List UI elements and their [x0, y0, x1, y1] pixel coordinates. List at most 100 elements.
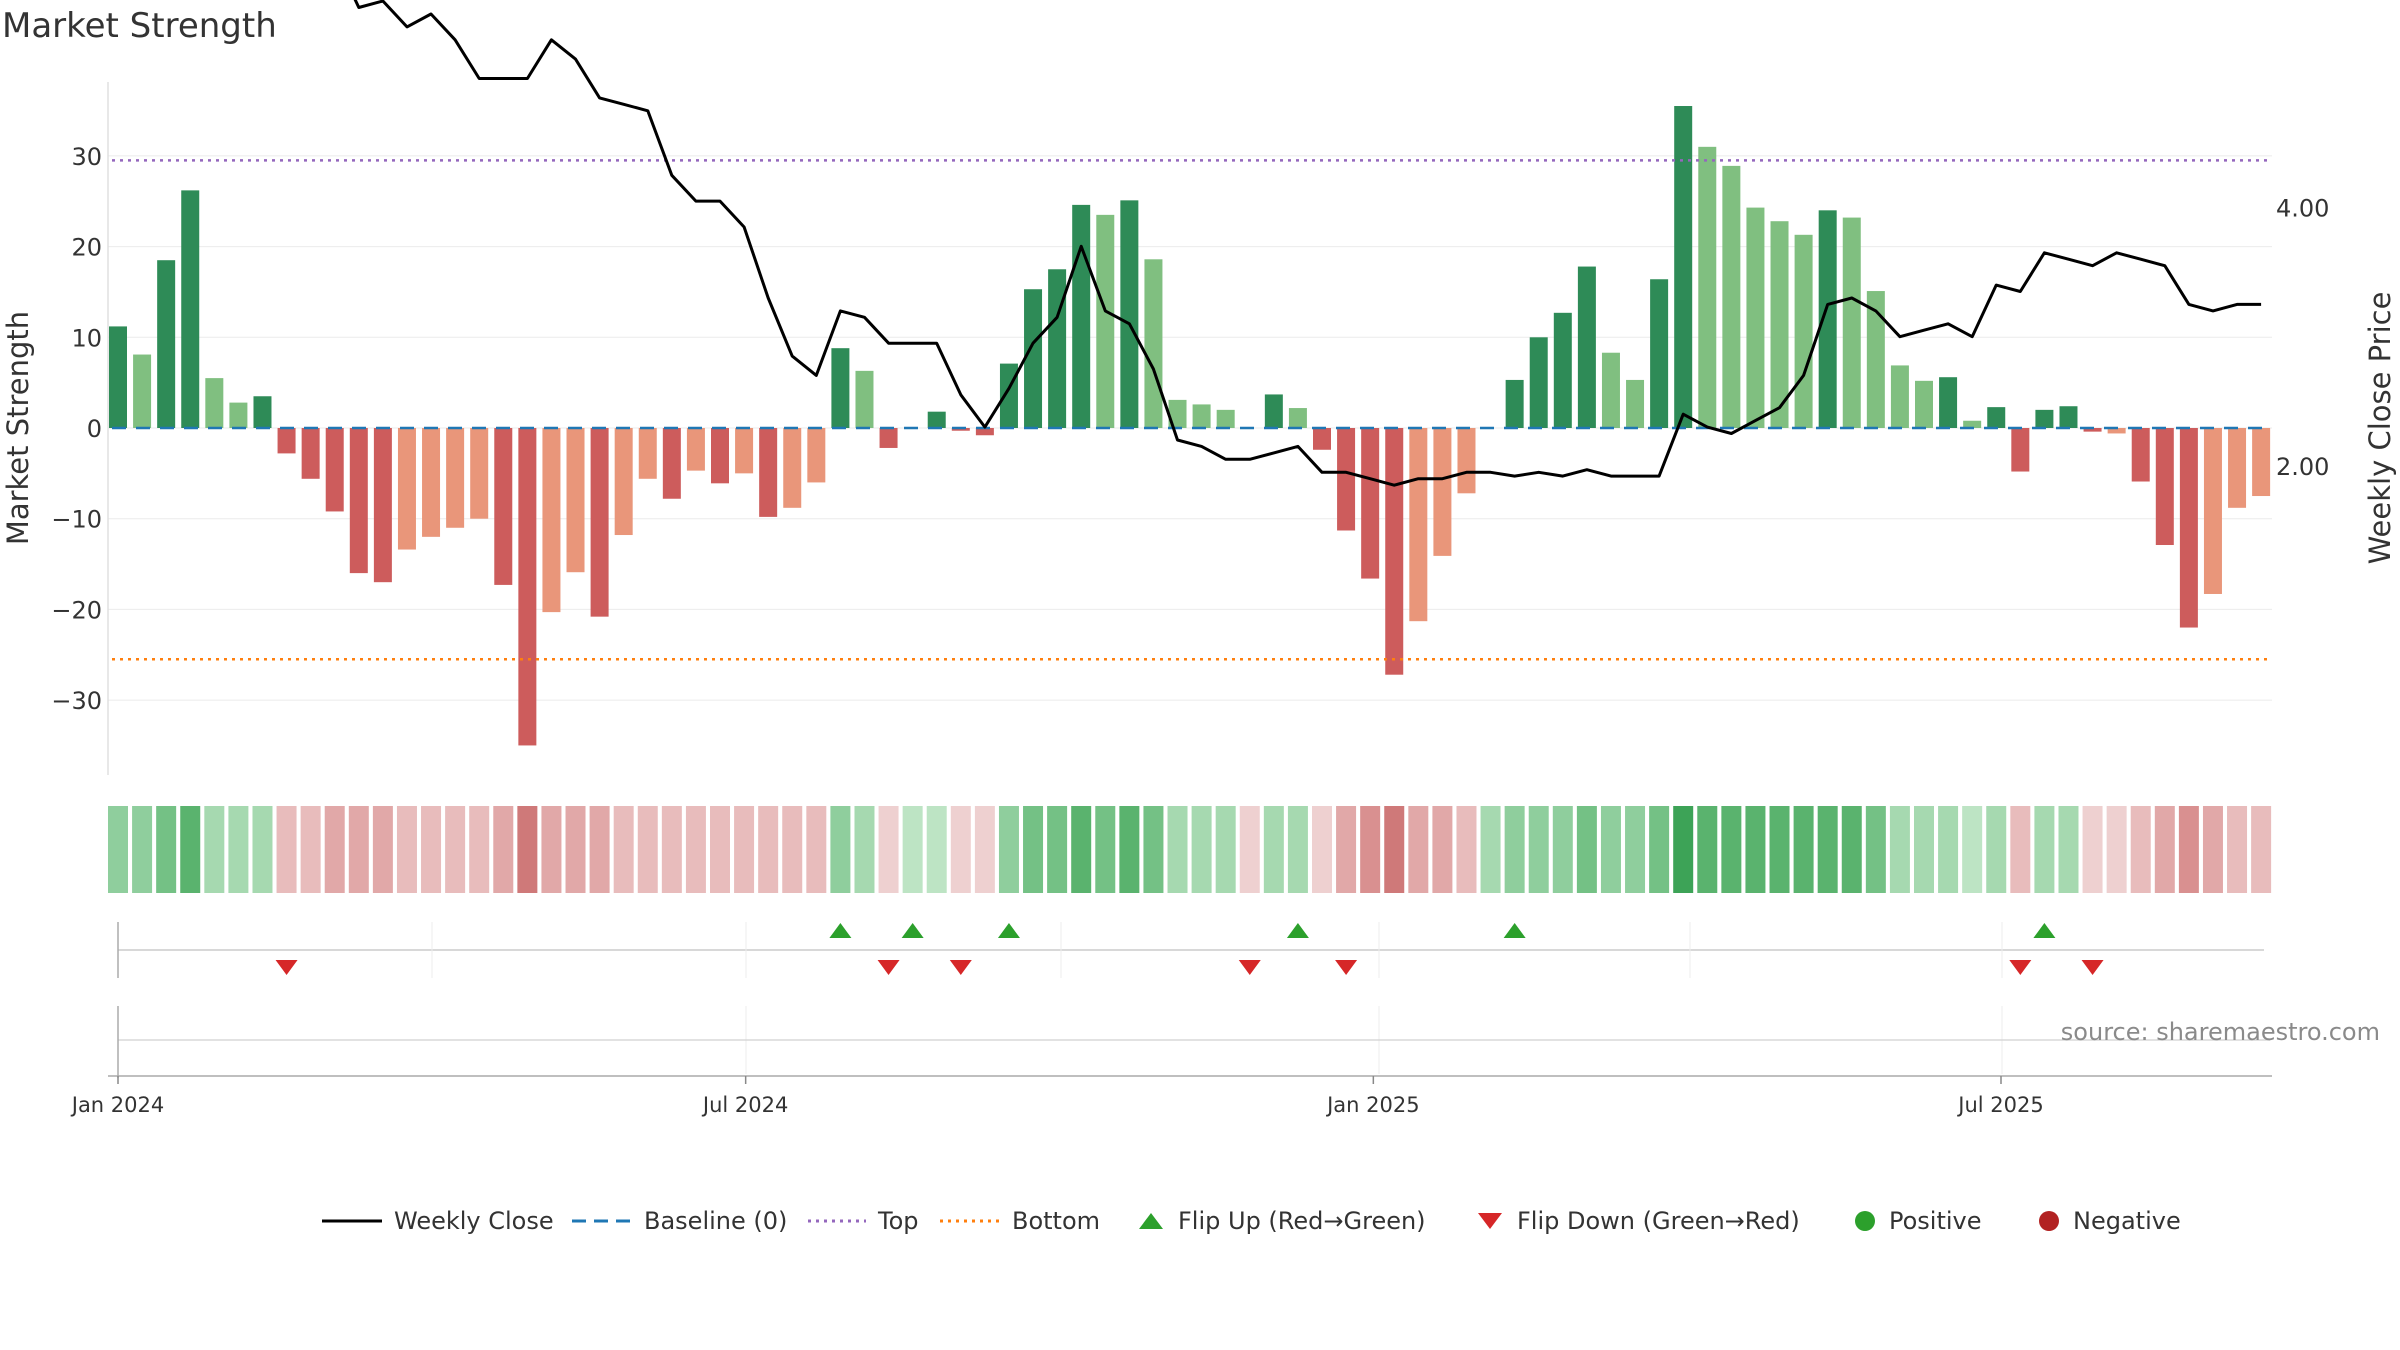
- y-tick-right: 2.00: [2276, 453, 2329, 481]
- heat-cell: [2106, 806, 2127, 893]
- strength-bar: [1626, 379, 1645, 428]
- heat-cell: [1167, 806, 1188, 893]
- strength-bar: [2035, 409, 2054, 428]
- y-tick-left: 0: [87, 415, 102, 443]
- flip-up-marker: [1503, 923, 1526, 938]
- strength-bar: [1120, 200, 1139, 428]
- strength-bar: [1048, 269, 1067, 428]
- legend-label: Top: [878, 1207, 919, 1235]
- strength-bar: [1385, 428, 1404, 675]
- heat-cell: [1480, 806, 1501, 893]
- flip-up-marker: [829, 923, 852, 938]
- strength-bar: [686, 428, 705, 471]
- y-axis-label-left: Market Strength: [1, 311, 35, 545]
- heat-cell: [2082, 806, 2103, 893]
- strength-bar: [590, 428, 609, 617]
- strength-bar: [157, 260, 176, 428]
- flip-down-marker: [877, 960, 900, 975]
- legend-label: Positive: [1889, 1207, 1982, 1235]
- flip-down-marker: [2081, 960, 2104, 975]
- heat-cell: [517, 806, 538, 893]
- legend-label: Flip Down (Green→Red): [1517, 1207, 1800, 1235]
- strength-bar: [1987, 407, 2006, 428]
- strength-bar: [2011, 428, 2030, 472]
- heat-cell: [1769, 806, 1790, 893]
- close-line-group: [353, 0, 2262, 487]
- strength-bar: [1866, 291, 1885, 428]
- strength-bars: [109, 106, 2271, 746]
- heat-cell: [156, 806, 177, 893]
- y-tick-left: 30: [71, 143, 102, 171]
- heat-cell: [830, 806, 851, 893]
- triangle-down-icon: [1478, 1213, 1502, 1229]
- level-lines: [112, 159, 2272, 661]
- strength-bar: [397, 428, 416, 550]
- strength-bar: [2155, 428, 2174, 546]
- flip-up-marker: [901, 923, 924, 938]
- heat-cell: [180, 806, 201, 893]
- strength-bar: [494, 428, 513, 585]
- heat-cell: [1215, 806, 1236, 893]
- heat-cell: [1697, 806, 1718, 893]
- heat-cell: [2178, 806, 2199, 893]
- strength-bar: [1096, 214, 1115, 428]
- legend-label: Weekly Close: [394, 1207, 554, 1235]
- strength-bar: [1216, 409, 1235, 428]
- heat-cell: [1119, 806, 1140, 893]
- heat-cell: [1600, 806, 1621, 893]
- heat-cell: [372, 806, 393, 893]
- heat-cell: [1745, 806, 1766, 893]
- strength-bar: [1264, 394, 1283, 428]
- heat-cell: [1552, 806, 1573, 893]
- heat-strip: [108, 806, 2272, 893]
- strength-bar: [2131, 428, 2150, 482]
- legend-positive: Positive: [1853, 1207, 1982, 1235]
- strength-bar: [229, 402, 248, 428]
- strength-bar: [1529, 337, 1548, 428]
- flip-down-marker: [949, 960, 972, 975]
- heat-cell: [1841, 806, 1862, 893]
- heat-cell: [734, 806, 755, 893]
- heat-cell: [1528, 806, 1549, 893]
- strength-bar: [975, 428, 994, 436]
- strength-bar: [373, 428, 392, 583]
- heat-cell: [998, 806, 1019, 893]
- strength-bar: [1168, 399, 1187, 428]
- strength-bar: [1288, 408, 1307, 428]
- strength-bar: [1915, 380, 1933, 428]
- flip-down-marker: [2009, 960, 2032, 975]
- strength-bar: [349, 428, 368, 574]
- heat-cell: [565, 806, 586, 893]
- circle-icon: [1855, 1211, 1875, 1231]
- strength-bar: [422, 428, 441, 537]
- heat-cell: [1384, 806, 1405, 893]
- heat-cell: [348, 806, 369, 893]
- flip-up-marker: [2033, 923, 2056, 938]
- strength-bar: [1024, 289, 1043, 428]
- heat-cell: [878, 806, 899, 893]
- strength-bar: [759, 428, 778, 517]
- heat-cell: [782, 806, 803, 893]
- strength-bar: [1313, 428, 1331, 450]
- strength-bar: [253, 396, 272, 428]
- heat-cell: [661, 806, 682, 893]
- heat-cell: [469, 806, 490, 893]
- strength-bar: [1192, 404, 1211, 428]
- heat-cell: [2130, 806, 2151, 893]
- heat-cell: [1191, 806, 1212, 893]
- x-tick-label: Jul 2024: [701, 1093, 788, 1117]
- chart-title: Market Strength: [2, 6, 277, 46]
- heat-cell: [710, 806, 730, 893]
- flip-down-marker: [1238, 960, 1261, 975]
- strength-bar: [2203, 428, 2222, 594]
- y-tick-right: 4.00: [2276, 195, 2329, 223]
- y-tick-left: −30: [51, 687, 102, 715]
- heat-cell: [1239, 806, 1260, 893]
- bottom-panel: [117, 1006, 2270, 1074]
- strength-bar: [807, 428, 826, 483]
- strength-bar: [735, 428, 754, 474]
- legend-label: Flip Up (Red→Green): [1178, 1207, 1426, 1235]
- strength-bar: [2179, 428, 2198, 628]
- strength-bar: [277, 428, 296, 454]
- strength-bar: [1674, 106, 1693, 428]
